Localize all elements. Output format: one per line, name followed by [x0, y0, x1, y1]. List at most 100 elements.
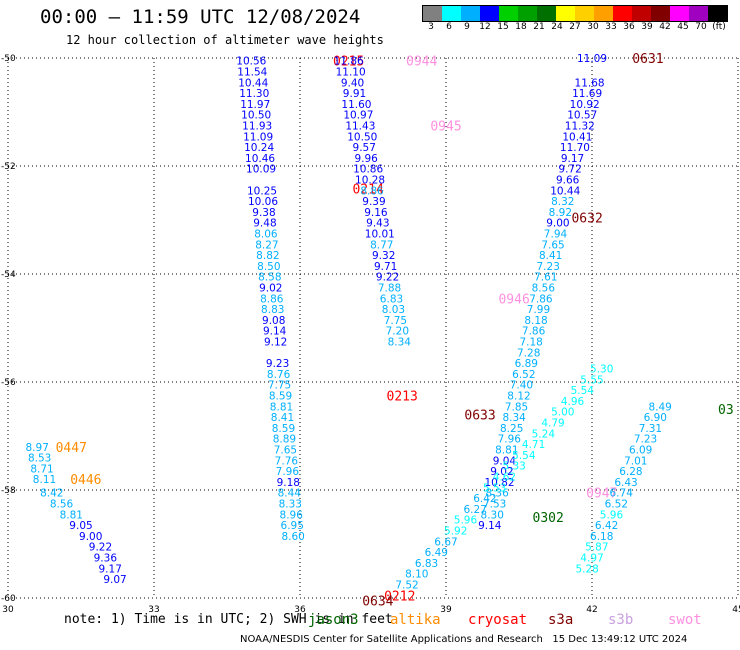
data-point-jason3: 5.54 [571, 385, 595, 397]
data-point-s3a: 8.25 [500, 423, 523, 435]
data-point-swot: 9.32 [372, 250, 395, 262]
data-point-s3b: 6.42 [595, 520, 618, 532]
color-scale-label: 9 [464, 22, 470, 32]
data-point-jason3: 4.79 [541, 418, 564, 430]
color-scale-label: 36 [623, 22, 635, 32]
color-swatch [651, 6, 670, 21]
data-point-s3a: 7.61 [534, 272, 557, 284]
color-swatch [689, 6, 708, 21]
data-point-altika: 9.07 [103, 574, 126, 586]
data-point-altika: 8.97 [26, 442, 49, 454]
data-point-s3a: 7.18 [519, 337, 542, 349]
data-point-s3b: 6.52 [605, 499, 628, 511]
data-point-s3a: 7.86 [522, 326, 546, 338]
data-point-swot: 9.40 [341, 77, 364, 89]
satellite-legend-swot: swot [668, 612, 702, 628]
data-point-jason3: 5.30 [590, 364, 613, 376]
data-point-cryosat: 11.09 [243, 131, 273, 143]
data-point-swot: 9.39 [362, 196, 385, 208]
data-point-s3a: 9.00 [546, 218, 569, 230]
data-point-s3a: 7.96 [498, 434, 522, 446]
data-point-swot: 7.75 [384, 315, 407, 327]
data-point-s3a: 11.70 [560, 142, 590, 154]
data-point-jason3: 5.54 [512, 450, 536, 462]
data-point-cryosat: 9.18 [277, 477, 300, 489]
data-point-s3b: 6.74 [610, 488, 634, 500]
pass-time-label-s3a: 0634 [362, 595, 393, 610]
data-point-swot: 10.97 [343, 110, 373, 122]
data-point-altika: 9.36 [94, 553, 118, 565]
data-point-jason3: 4.62 [493, 472, 516, 484]
color-scale-unit: (ft) [712, 22, 726, 32]
data-point-swot: 9.91 [343, 88, 366, 100]
data-point-swot: 10.28 [355, 175, 385, 187]
data-point-swot: 9.43 [366, 218, 389, 230]
color-swatch [632, 6, 651, 21]
data-point-cryosat: 8.59 [272, 423, 295, 435]
x-tick-label: 30 [2, 605, 14, 615]
data-point-s3a: 11.32 [565, 121, 595, 133]
data-point-swot: 7.20 [386, 326, 409, 338]
data-point-s3a: 10.82 [485, 477, 515, 489]
data-point-altika: 8.71 [30, 463, 53, 475]
color-scale-swatches [422, 5, 728, 22]
data-point-cryosat: 8.96 [280, 509, 304, 521]
data-point-jason3: 5.33 [502, 461, 525, 473]
data-point-altika: 8.56 [50, 499, 74, 511]
data-point-cryosat: 8.58 [258, 272, 281, 284]
data-point-s3a: 8.30 [481, 509, 504, 521]
data-point-s3a: 10.44 [550, 185, 580, 197]
data-point-altika: 9.00 [79, 531, 102, 543]
data-point-jason3: 6.27 [464, 504, 487, 516]
data-point-s3a: 8.41 [539, 250, 562, 262]
data-point-s3a: 8.32 [551, 196, 574, 208]
data-point-swot: 11.10 [336, 67, 366, 79]
data-point-swot: 11.60 [341, 99, 371, 111]
color-swatch [499, 6, 518, 21]
pass-time-label-cryosat: 0214 [352, 183, 383, 198]
data-point-s3a: 10.57 [567, 110, 597, 122]
data-point-cryosat: 8.59 [269, 391, 292, 403]
chart-title: 00:00 – 11:59 UTC 12/08/2024 [40, 6, 361, 28]
data-point-swot: 9.71 [374, 261, 397, 273]
data-point-s3a: 8.81 [495, 445, 518, 457]
color-scale-legend: 3 6 9 12 15 18 21 24 27 30 33 36 39 42 45 70 (ft) [422, 5, 728, 32]
data-point-altika: 8.81 [60, 509, 83, 521]
pass-time-label-swot: 0947 [586, 487, 617, 502]
x-tick-label: 39 [440, 605, 452, 615]
color-scale-label: 45 [677, 22, 689, 32]
color-swatch [594, 6, 613, 21]
data-point-swot: 9.96 [354, 153, 378, 165]
color-swatch [442, 6, 461, 21]
data-point-cryosat: 8.89 [273, 434, 296, 446]
data-point-s3b: 6.90 [644, 412, 667, 424]
data-point-cryosat: 8.76 [267, 369, 291, 381]
data-point-s3b: 8.49 [648, 401, 671, 413]
data-point-s3b: 7.01 [624, 455, 647, 467]
color-scale-label: 15 [497, 22, 509, 32]
data-point-swot: 9.57 [353, 142, 376, 154]
data-point-s3a: 7.94 [544, 229, 568, 241]
chart-subtitle: 12 hour collection of altimeter wave hei… [66, 33, 384, 47]
x-tick-label: 36 [294, 605, 306, 615]
data-point-cryosat: 7.65 [274, 445, 297, 457]
data-point-jason3: 6.83 [415, 558, 438, 570]
data-point-cryosat: 10.06 [248, 196, 278, 208]
pass-time-label-cryosat: 0213 [387, 390, 418, 405]
data-point-cryosat: 10.44 [238, 77, 268, 89]
data-point-altika: 9.05 [69, 520, 92, 532]
data-point-s3a: 9.72 [558, 164, 581, 176]
data-point-s3a: 7.28 [517, 347, 540, 359]
data-point-cryosat: 9.38 [252, 207, 275, 219]
color-swatch [518, 6, 537, 21]
data-point-s3a: 10.92 [570, 99, 600, 111]
y-tick-label: -50 [1, 54, 16, 64]
satellite-legend-jason3: jason3 [308, 612, 359, 628]
data-point-altika: 8.53 [28, 453, 51, 465]
data-point-s3b: 4.97 [580, 553, 603, 565]
data-point-s3a: 8.36 [485, 488, 509, 500]
color-scale-label: 21 [533, 22, 545, 32]
data-point-swot: 11.43 [345, 121, 375, 133]
data-point-cryosat: 11.97 [240, 99, 270, 111]
